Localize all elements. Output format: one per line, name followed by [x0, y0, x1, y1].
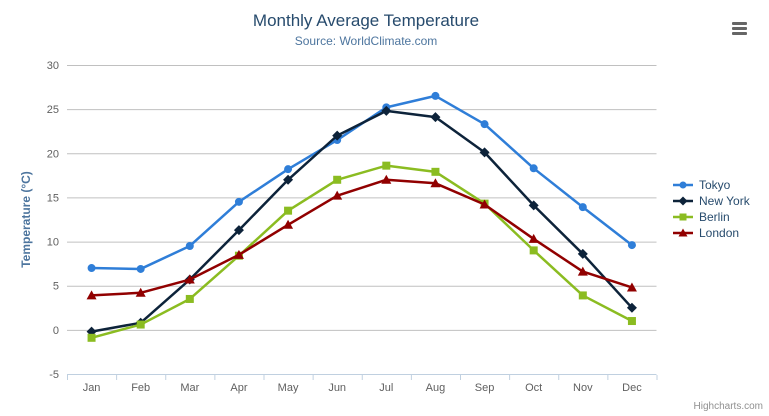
legend-label: New York: [699, 194, 750, 208]
square-legend-symbol: [673, 213, 693, 221]
data-point-new-york-may: [283, 174, 294, 185]
legend-label: London: [699, 226, 740, 240]
data-point-london-feb: [135, 287, 146, 297]
data-point-berlin-nov: [578, 291, 587, 300]
y-axis-label: 10: [47, 237, 59, 249]
legend-item-tokyo[interactable]: Tokyo: [672, 177, 750, 193]
circle-legend-symbol: [673, 181, 693, 189]
x-axis-label: Aug: [426, 382, 446, 394]
credits-link[interactable]: Highcharts.com: [693, 401, 763, 412]
y-axis-label: 30: [47, 60, 59, 72]
triangle-legend-symbol: [673, 228, 693, 237]
series-new-york[interactable]: [86, 105, 637, 337]
data-point-tokyo-nov: [578, 203, 587, 212]
data-point-london-dec: [626, 282, 637, 292]
series-tokyo[interactable]: [87, 91, 636, 273]
data-point-new-york-apr: [233, 225, 244, 236]
data-point-berlin-may: [284, 206, 293, 215]
series-line-london[interactable]: [90, 178, 634, 297]
data-point-new-york-jun: [332, 130, 343, 141]
data-point-tokyo-feb: [136, 264, 145, 273]
hamburger-icon: [732, 26, 747, 30]
x-axis-label: Jan: [83, 382, 101, 394]
data-point-london-mar: [184, 274, 195, 284]
x-axis-label: May: [278, 382, 299, 394]
data-point-tokyo-sep: [480, 120, 489, 129]
data-point-tokyo-dec: [627, 241, 636, 250]
data-point-tokyo-oct: [529, 164, 538, 173]
y-axis-label: 20: [47, 148, 59, 160]
x-axis-label: Dec: [622, 382, 642, 394]
data-point-london-nov: [577, 266, 588, 276]
data-point-berlin-oct: [529, 246, 538, 255]
data-point-berlin-jun: [333, 175, 342, 184]
y-axis-title: Temperature (°C): [19, 171, 33, 268]
x-axis-label: Sep: [475, 382, 495, 394]
legend-label: Berlin: [699, 210, 730, 224]
data-point-berlin-feb: [136, 320, 145, 329]
legend: Tokyo New York Berlin London: [672, 177, 750, 241]
data-point-berlin-dec: [627, 317, 636, 326]
series-line-berlin[interactable]: [90, 164, 634, 340]
y-axis-label: -5: [49, 369, 59, 381]
data-point-london-sep: [479, 199, 490, 209]
data-point-london-oct: [528, 233, 539, 243]
data-point-berlin-jul: [382, 161, 391, 170]
data-point-new-york-sep: [479, 147, 490, 158]
x-axis-label: Nov: [573, 382, 593, 394]
series-line-tokyo[interactable]: [90, 94, 634, 271]
data-point-berlin-jan: [87, 333, 96, 342]
x-axis-label: Apr: [230, 382, 247, 394]
data-point-london-jun: [332, 190, 343, 200]
y-axis-label: 15: [47, 192, 59, 204]
x-axis-label: Jun: [328, 382, 346, 394]
x-axis-label: Jul: [379, 382, 393, 394]
data-point-new-york-dec: [626, 302, 637, 313]
data-point-new-york-jul: [381, 105, 392, 116]
series-line-new-york[interactable]: [90, 109, 634, 333]
data-point-london-jan: [86, 290, 97, 300]
hamburger-icon: [732, 21, 747, 25]
data-point-london-jul: [381, 174, 392, 184]
data-point-berlin-aug: [431, 167, 440, 176]
legend-item-london[interactable]: London: [672, 225, 750, 241]
y-axis-label: 5: [53, 281, 59, 293]
data-point-tokyo-jan: [87, 264, 96, 273]
x-axis-label: Mar: [180, 382, 199, 394]
y-axis-label: 25: [47, 104, 59, 116]
chart-title: Monthly Average Temperature: [252, 11, 480, 30]
x-axis-label: Oct: [525, 382, 542, 394]
data-point-london-may: [283, 219, 294, 229]
legend-item-berlin[interactable]: Berlin: [672, 209, 750, 225]
data-point-tokyo-mar: [185, 241, 194, 250]
data-point-london-apr: [233, 249, 244, 259]
data-point-berlin-mar: [185, 294, 194, 303]
chart-subtitle: Source: WorldClimate.com: [294, 34, 438, 48]
hamburger-icon: [732, 31, 747, 35]
diamond-legend-symbol: [673, 196, 693, 206]
data-point-tokyo-may: [284, 165, 293, 174]
legend-label: Tokyo: [699, 178, 731, 192]
y-axis-label: 0: [53, 325, 59, 337]
data-point-new-york-aug: [430, 112, 441, 123]
export-menu-button[interactable]: [730, 18, 752, 38]
data-point-tokyo-aug: [431, 91, 440, 100]
x-axis-label: Feb: [131, 382, 150, 394]
data-point-new-york-nov: [577, 248, 588, 259]
series-london[interactable]: [86, 174, 637, 300]
legend-item-new-york[interactable]: New York: [672, 193, 750, 209]
data-point-london-aug: [430, 178, 441, 188]
data-point-tokyo-apr: [234, 197, 243, 206]
data-point-new-york-oct: [528, 200, 539, 211]
